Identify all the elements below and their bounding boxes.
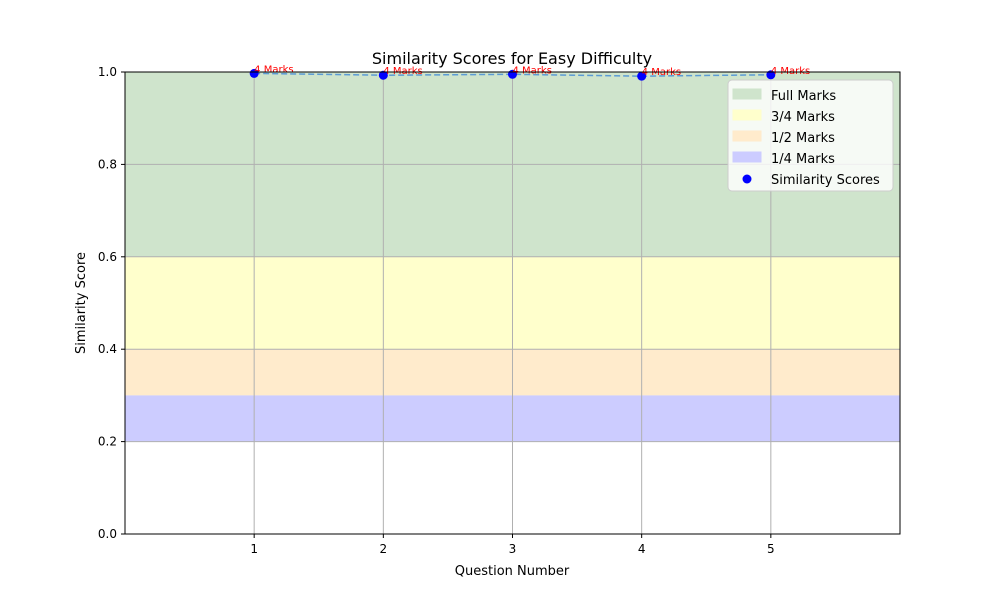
legend-label: Similarity Scores [771,173,880,188]
x-tick-label: 5 [767,542,775,556]
y-tick-label: 0.4 [98,342,117,356]
y-tick-label: 0.0 [98,527,117,541]
legend-marker [742,174,752,184]
legend-swatch [732,130,762,142]
legend-swatch [732,109,762,121]
score-point [766,70,776,80]
x-tick-label: 2 [380,542,388,556]
score-point [378,70,388,80]
y-tick-label: 0.2 [98,435,117,449]
score-point [637,71,647,81]
y-tick-label: 0.8 [98,157,117,171]
y-axis-ticks: 0.0 0.2 0.4 0.6 0.8 1.0 [98,65,125,541]
mark-annotation: 4 Marks [642,67,681,78]
legend-label: 3/4 Marks [771,110,835,125]
y-tick-label: 1.0 [98,65,117,79]
legend-swatch [732,151,762,163]
mark-annotation: 4 Marks [513,65,552,76]
legend-swatch [732,88,762,100]
y-axis-label: Similarity Score [74,252,89,354]
score-point [249,68,259,78]
legend-label: Full Marks [771,89,836,104]
chart-title: Similarity Scores for Easy Difficulty [372,49,652,68]
x-axis-ticks: 1 2 3 4 5 [250,534,775,556]
legend-box [727,79,894,192]
x-axis-label: Question Number [455,564,570,579]
score-trend-path [254,72,771,77]
score-points [249,68,776,81]
x-tick-label: 1 [250,542,258,556]
score-trend-line [254,72,771,77]
y-tick-label: 0.6 [98,250,117,264]
x-tick-label: 3 [509,542,517,556]
x-tick-label: 4 [638,542,646,556]
mark-annotation: 4 Marks [254,64,293,75]
mark-annotation: 4 Marks [771,66,810,77]
legend-label: 1/2 Marks [771,131,835,146]
legend-label: 1/4 Marks [771,152,835,167]
legend: Full Marks 3/4 Marks 1/2 Marks 1/4 Marks Sim… [727,79,894,192]
